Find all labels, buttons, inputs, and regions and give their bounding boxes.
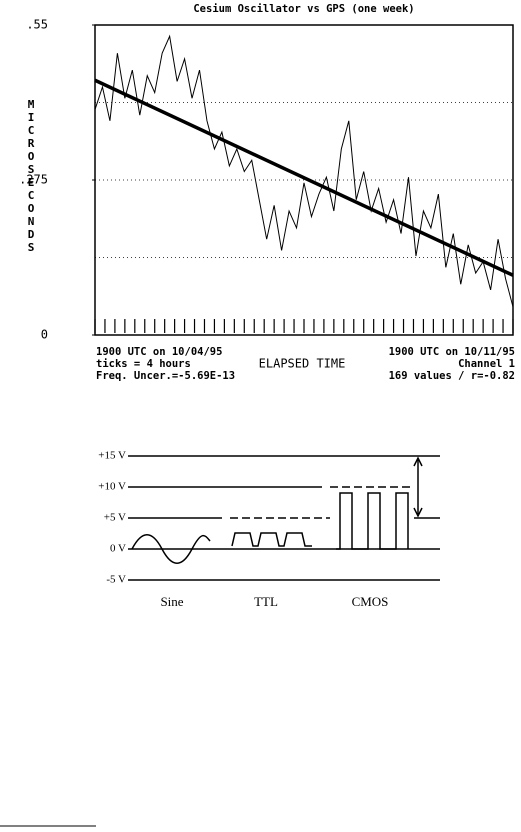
sine-wave [131, 534, 211, 564]
note: ticks = 4 hours [96, 358, 191, 370]
level-label: +10 V [98, 481, 126, 493]
note: 1900 UTC on 10/04/95 [96, 346, 222, 358]
arrow-heads [413, 456, 423, 518]
signal-label: TTL [254, 594, 278, 609]
note: 169 values / r=-0.82 [389, 370, 515, 382]
y-tick-label: .275 [19, 173, 48, 187]
x-axis-label: ELAPSED TIME [259, 357, 346, 371]
y-tick-label: 0 [41, 328, 48, 342]
level-label: +15 V [98, 450, 126, 462]
note: Channel 1 [458, 358, 515, 370]
signal-label: CMOS [352, 594, 389, 609]
level-label: +5 V [104, 512, 126, 524]
ttl-wave [231, 532, 312, 547]
y-axis-label: MICROSECONDS [27, 98, 35, 254]
level-label: 0 V [110, 543, 126, 555]
cmos-wave [336, 492, 409, 550]
note: Freq. Uncer.=-5.69E-13 [96, 370, 235, 382]
note: 1900 UTC on 10/11/95 [389, 346, 515, 358]
signal-label: Sine [160, 594, 183, 609]
level-label: -5 V [106, 574, 126, 586]
trend-line [94, 78, 514, 277]
y-tick-label: .55 [26, 18, 48, 32]
data-line [94, 34, 514, 307]
chart-title: Cesium Oscillator vs GPS (one week) [193, 3, 414, 15]
diagram [0, 455, 440, 827]
